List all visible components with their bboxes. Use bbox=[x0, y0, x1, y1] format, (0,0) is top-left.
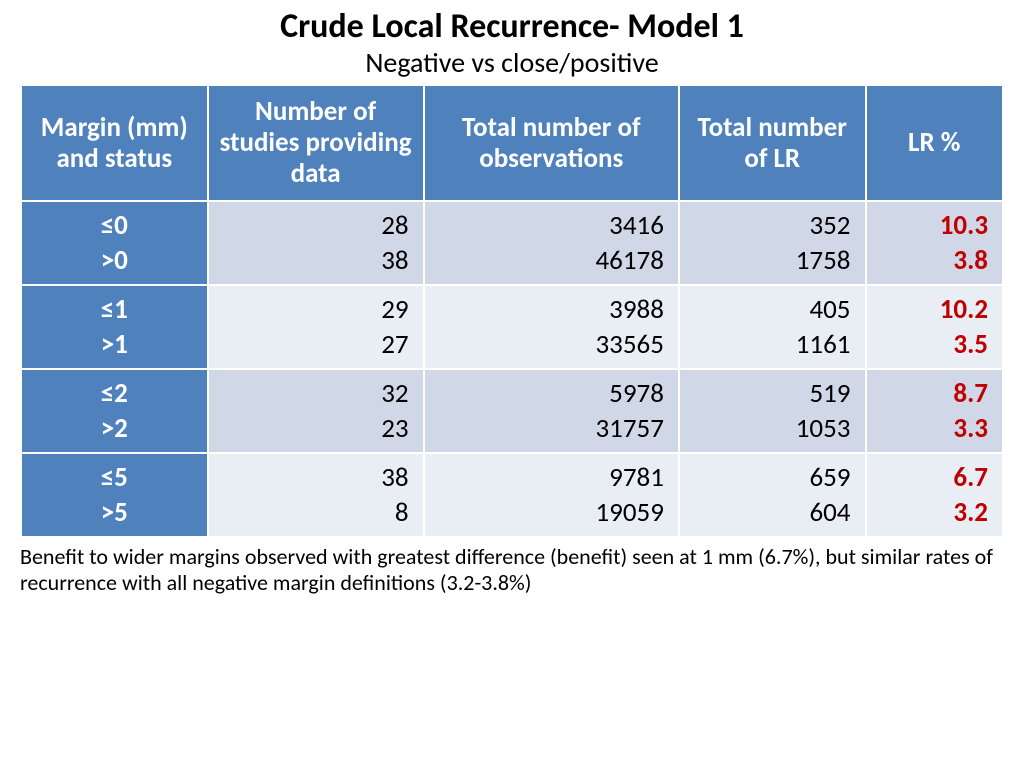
table-row: ≤5>53889781190596596046.73.2 bbox=[21, 453, 1003, 537]
table-header: Margin (mm) and status Number of studies… bbox=[21, 85, 1003, 200]
cell-lr-pct: 6.73.2 bbox=[866, 453, 1004, 537]
cell-observations: 341646178 bbox=[424, 201, 679, 285]
cell-lr: 4051161 bbox=[679, 285, 866, 369]
slide-subtitle: Negative vs close/positive bbox=[20, 45, 1004, 80]
col-header-lr: Total number of LR bbox=[679, 85, 866, 200]
cell-lr: 5191053 bbox=[679, 369, 866, 453]
cell-studies: 3223 bbox=[208, 369, 424, 453]
footnote-text: Benefit to wider margins observed with g… bbox=[20, 544, 1004, 595]
table-row: ≤0>02838341646178352175810.33.8 bbox=[21, 201, 1003, 285]
col-header-lr-pct: LR % bbox=[866, 85, 1004, 200]
cell-observations: 398833565 bbox=[424, 285, 679, 369]
table-row: ≤2>2322359783175751910538.73.3 bbox=[21, 369, 1003, 453]
col-header-observations: Total number of observations bbox=[424, 85, 679, 200]
cell-studies: 2927 bbox=[208, 285, 424, 369]
cell-margin-label: ≤2>2 bbox=[21, 369, 208, 453]
slide-title: Crude Local Recurrence- Model 1 bbox=[20, 8, 1004, 45]
cell-lr-pct: 10.33.8 bbox=[866, 201, 1004, 285]
cell-lr: 659604 bbox=[679, 453, 866, 537]
slide-container: Crude Local Recurrence- Model 1 Negative… bbox=[0, 0, 1024, 768]
cell-observations: 597831757 bbox=[424, 369, 679, 453]
cell-lr-pct: 10.23.5 bbox=[866, 285, 1004, 369]
cell-margin-label: ≤5>5 bbox=[21, 453, 208, 537]
cell-lr-pct: 8.73.3 bbox=[866, 369, 1004, 453]
cell-lr: 3521758 bbox=[679, 201, 866, 285]
cell-studies: 2838 bbox=[208, 201, 424, 285]
table-body: ≤0>02838341646178352175810.33.8≤1>129273… bbox=[21, 201, 1003, 538]
cell-studies: 388 bbox=[208, 453, 424, 537]
data-table: Margin (mm) and status Number of studies… bbox=[20, 84, 1004, 538]
col-header-margin: Margin (mm) and status bbox=[21, 85, 208, 200]
col-header-studies: Number of studies providing data bbox=[208, 85, 424, 200]
table-row: ≤1>12927398833565405116110.23.5 bbox=[21, 285, 1003, 369]
cell-margin-label: ≤1>1 bbox=[21, 285, 208, 369]
cell-observations: 978119059 bbox=[424, 453, 679, 537]
cell-margin-label: ≤0>0 bbox=[21, 201, 208, 285]
